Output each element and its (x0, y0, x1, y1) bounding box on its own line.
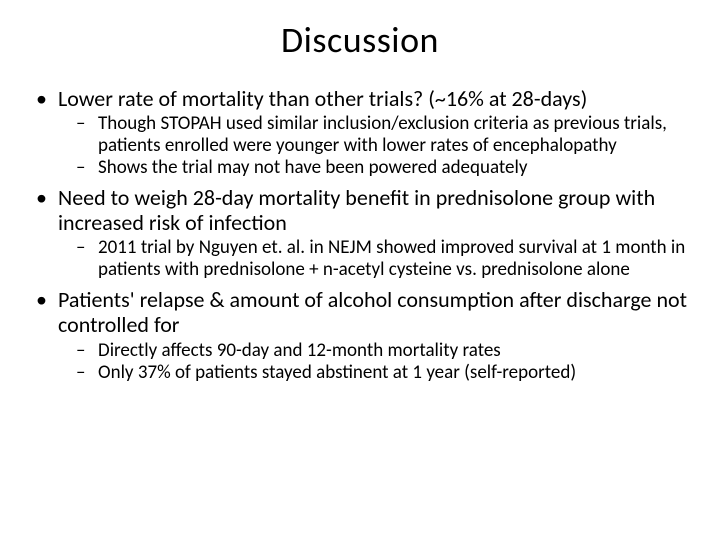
sub-bullet-item: 2011 trial by Nguyen et. al. in NEJM sho… (98, 237, 690, 281)
bullet-list-level2: Though STOPAH used similar inclusion/exc… (58, 113, 690, 179)
sub-bullet-item: Though STOPAH used similar inclusion/exc… (98, 113, 690, 157)
bullet-list-level2: 2011 trial by Nguyen et. al. in NEJM sho… (58, 237, 690, 281)
slide-title: Discussion (30, 18, 690, 62)
bullet-item: Need to weigh 28-day mortality benefit i… (58, 185, 690, 281)
slide-container: Discussion Lower rate of mortality than … (0, 0, 720, 540)
sub-bullet-text: Shows the trial may not have been powere… (98, 156, 527, 179)
bullet-text: Patients' relapse & amount of alcohol co… (58, 286, 687, 338)
sub-bullet-text: Though STOPAH used similar inclusion/exc… (98, 112, 667, 157)
sub-bullet-item: Directly affects 90-day and 12-month mor… (98, 340, 690, 362)
bullet-item: Lower rate of mortality than other trial… (58, 86, 690, 179)
sub-bullet-text: Only 37% of patients stayed abstinent at… (98, 361, 576, 384)
sub-bullet-text: 2011 trial by Nguyen et. al. in NEJM sho… (98, 236, 685, 281)
sub-bullet-text: Directly affects 90-day and 12-month mor… (98, 339, 501, 362)
bullet-item: Patients' relapse & amount of alcohol co… (58, 287, 690, 383)
bullet-text: Lower rate of mortality than other trial… (58, 85, 587, 112)
sub-bullet-item: Only 37% of patients stayed abstinent at… (98, 362, 690, 384)
bullet-list-level2: Directly affects 90-day and 12-month mor… (58, 340, 690, 384)
bullet-list-level1: Lower rate of mortality than other trial… (30, 86, 690, 383)
sub-bullet-item: Shows the trial may not have been powere… (98, 157, 690, 179)
bullet-text: Need to weigh 28-day mortality benefit i… (58, 184, 655, 236)
